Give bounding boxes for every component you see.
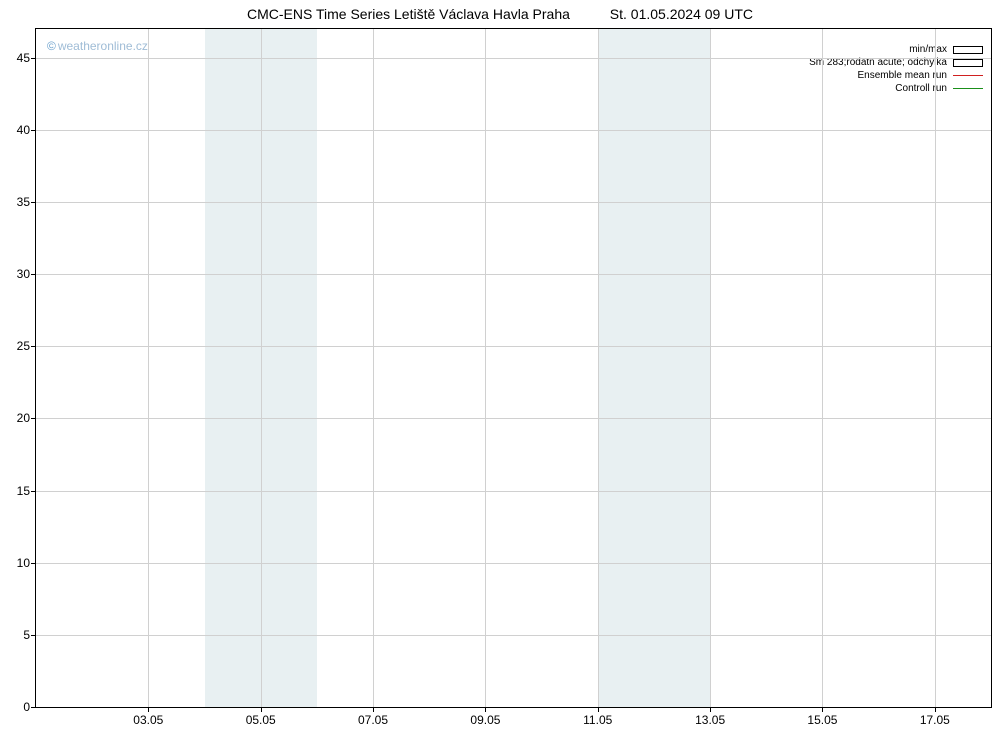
x-tick-mark xyxy=(822,707,823,712)
grid-line-h xyxy=(36,491,991,492)
x-tick-mark xyxy=(598,707,599,712)
legend-item: min/max xyxy=(809,43,983,56)
y-tick-mark xyxy=(31,707,36,708)
y-tick-label: 10 xyxy=(17,556,30,570)
legend: min/maxSm 283;rodatn acute; odchylkaEnse… xyxy=(809,43,983,95)
watermark-text: weatheronline.cz xyxy=(58,39,148,53)
x-tick-mark xyxy=(485,707,486,712)
y-tick-label: 35 xyxy=(17,195,30,209)
legend-swatch-range xyxy=(953,59,983,67)
y-tick-label: 20 xyxy=(17,411,30,425)
y-tick-mark xyxy=(31,58,36,59)
x-tick-label: 13.05 xyxy=(695,713,725,727)
grid-line-h xyxy=(36,418,991,419)
y-tick-mark xyxy=(31,491,36,492)
grid-line-h xyxy=(36,635,991,636)
copyright-icon: © xyxy=(47,39,56,53)
y-tick-mark xyxy=(31,274,36,275)
y-tick-label: 15 xyxy=(17,484,30,498)
x-tick-mark xyxy=(710,707,711,712)
grid-line-v xyxy=(822,29,823,707)
y-tick-label: 5 xyxy=(23,628,30,642)
grid-line-h xyxy=(36,58,991,59)
x-tick-label: 05.05 xyxy=(246,713,276,727)
x-tick-label: 15.05 xyxy=(807,713,837,727)
grid-line-v xyxy=(261,29,262,707)
grid-line-h xyxy=(36,202,991,203)
x-tick-mark xyxy=(148,707,149,712)
y-tick-label: 0 xyxy=(23,700,30,714)
y-tick-label: 25 xyxy=(17,339,30,353)
x-tick-label: 07.05 xyxy=(358,713,388,727)
grid-line-v xyxy=(148,29,149,707)
watermark: ©weatheronline.cz xyxy=(47,39,148,53)
grid-line-h xyxy=(36,130,991,131)
legend-label: Ensemble mean run xyxy=(858,69,948,82)
grid-line-v xyxy=(935,29,936,707)
x-tick-mark xyxy=(935,707,936,712)
y-tick-label: 45 xyxy=(17,51,30,65)
legend-swatch-line xyxy=(953,75,983,76)
y-tick-mark xyxy=(31,202,36,203)
grid-line-v xyxy=(485,29,486,707)
y-tick-mark xyxy=(31,563,36,564)
legend-swatch-line xyxy=(953,88,983,89)
plot-area: ©weatheronline.cz min/maxSm 283;rodatn a… xyxy=(35,28,992,708)
wind-timeseries-chart: CMC-ENS Time Series Letiště Václava Havl… xyxy=(0,0,1000,733)
grid-line-h xyxy=(36,346,991,347)
chart-title-left: CMC-ENS Time Series Letiště Václava Havl… xyxy=(247,6,570,22)
grid-line-v xyxy=(710,29,711,707)
y-tick-mark xyxy=(31,635,36,636)
x-tick-label: 09.05 xyxy=(470,713,500,727)
x-tick-mark xyxy=(373,707,374,712)
legend-item: Ensemble mean run xyxy=(809,69,983,82)
chart-title-row: CMC-ENS Time Series Letiště Václava Havl… xyxy=(0,6,1000,22)
x-tick-label: 03.05 xyxy=(133,713,163,727)
y-tick-mark xyxy=(31,346,36,347)
y-tick-mark xyxy=(31,418,36,419)
x-tick-mark xyxy=(261,707,262,712)
grid-line-h xyxy=(36,274,991,275)
y-tick-label: 40 xyxy=(17,123,30,137)
grid-line-v xyxy=(373,29,374,707)
legend-swatch-range xyxy=(953,46,983,54)
x-tick-label: 11.05 xyxy=(583,713,612,727)
x-tick-label: 17.05 xyxy=(920,713,950,727)
y-tick-mark xyxy=(31,130,36,131)
grid-line-h xyxy=(36,563,991,564)
y-tick-label: 30 xyxy=(17,267,30,281)
legend-label: min/max xyxy=(909,43,947,56)
legend-label: Controll run xyxy=(895,82,947,95)
grid-line-v xyxy=(598,29,599,707)
legend-item: Controll run xyxy=(809,82,983,95)
chart-title-right: St. 01.05.2024 09 UTC xyxy=(610,6,753,22)
